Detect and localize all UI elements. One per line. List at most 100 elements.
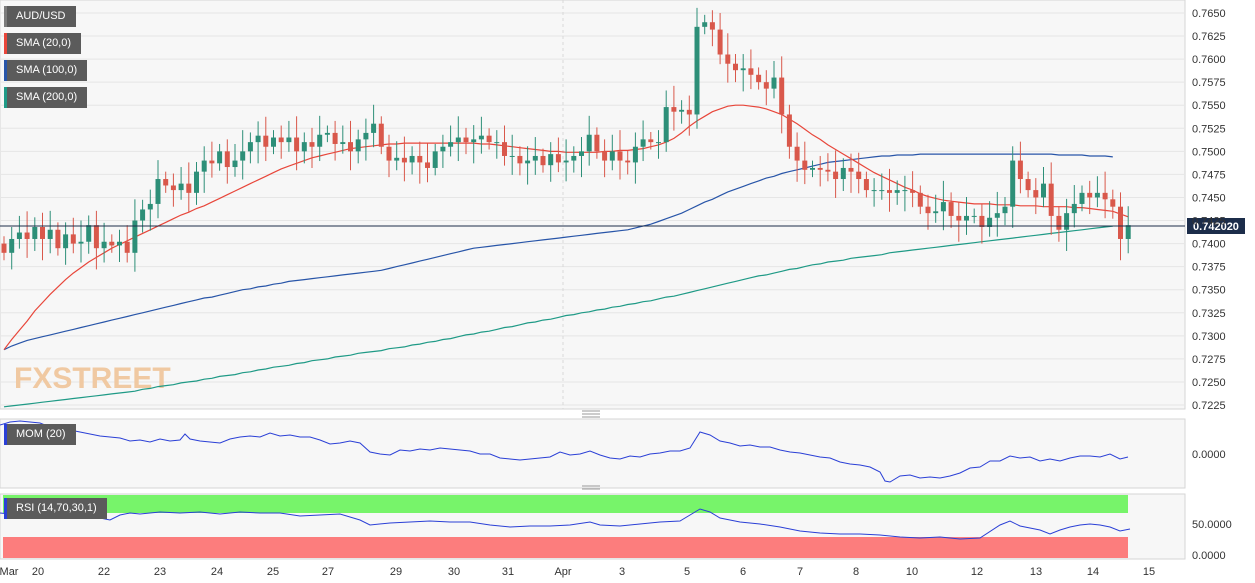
candle [1033, 178, 1039, 215]
mom-line [0, 420, 1129, 483]
y-tick-label: 0.7475 [1192, 169, 1226, 181]
candle [401, 136, 407, 182]
candle [255, 121, 261, 164]
candle [1110, 189, 1116, 219]
candle [132, 199, 138, 272]
x-tick-label: 25 [267, 566, 279, 578]
candle [478, 116, 484, 154]
candle [717, 13, 723, 65]
sma100-legend[interactable]: SMA (100,0) [4, 60, 88, 81]
x-tick-label: 3 [619, 566, 625, 578]
y-tick-label: 0.7550 [1192, 100, 1226, 112]
sma200-legend[interactable]: SMA (200,0) [4, 87, 88, 108]
candle [632, 132, 638, 184]
candle [209, 141, 215, 178]
candle [1, 236, 7, 261]
candle [887, 168, 892, 212]
candle [532, 137, 538, 175]
candle [525, 146, 531, 185]
candle [702, 14, 708, 35]
candle [155, 160, 161, 219]
candle [240, 130, 246, 180]
candle [301, 132, 307, 164]
candle [378, 116, 384, 155]
candle [70, 217, 76, 254]
y-tick-label: 0.7525 [1192, 123, 1226, 135]
candle [948, 192, 954, 228]
candle [32, 217, 38, 251]
candle [748, 49, 754, 90]
candle [756, 67, 762, 90]
x-tick-label: 12 [971, 566, 983, 578]
candle [247, 132, 253, 164]
candle [332, 120, 338, 161]
candle [679, 100, 685, 124]
candle [170, 173, 176, 207]
candle [540, 148, 546, 173]
pane-divider-1[interactable] [582, 410, 600, 418]
candle [794, 132, 800, 182]
mom-label: MOM (20) [16, 428, 66, 440]
candle [78, 220, 84, 263]
candle [463, 127, 469, 155]
y-tick-label: 0.7250 [1192, 377, 1226, 389]
sma200-label: SMA (200,0) [16, 91, 78, 103]
candle [548, 142, 554, 182]
candle [409, 146, 415, 175]
x-tick-label: 30 [448, 566, 460, 578]
y-tick-label: 0.7425 [1192, 216, 1226, 228]
rsi-label: RSI (14,70,30,1) [16, 502, 97, 514]
candle [555, 137, 561, 173]
candle [786, 104, 792, 159]
candle [1025, 171, 1031, 198]
candle [440, 134, 446, 168]
candle [40, 212, 45, 261]
candle [124, 225, 130, 263]
symbol-legend[interactable]: AUD/USD [4, 6, 76, 27]
x-tick-label: 6 [740, 566, 746, 578]
candle [594, 127, 600, 159]
y-tick-label: 0.7500 [1192, 146, 1226, 158]
pane-divider-2[interactable] [582, 485, 600, 490]
mom-legend[interactable]: MOM (20) [4, 424, 76, 445]
candle [471, 125, 477, 164]
candle [1094, 176, 1100, 208]
y-tick-label: 0.7300 [1192, 331, 1226, 343]
candle [994, 191, 1000, 237]
candle [178, 167, 184, 200]
candle [448, 125, 454, 157]
candle [925, 194, 931, 230]
candle [663, 90, 669, 152]
candle [763, 70, 769, 106]
candle [371, 104, 377, 148]
candle [294, 116, 300, 171]
x-tick-label: 23 [154, 566, 166, 578]
candle [1010, 146, 1016, 228]
candle [802, 141, 808, 185]
candle [779, 56, 785, 134]
candle [902, 175, 908, 212]
y-tick-label: 0.7350 [1192, 285, 1226, 297]
rsi-legend[interactable]: RSI (14,70,30,1) [4, 498, 107, 519]
candle [771, 60, 777, 99]
candle [9, 226, 15, 270]
candle [586, 115, 592, 166]
candle [609, 134, 615, 171]
candle [971, 208, 977, 224]
sma20-label: SMA (20,0) [16, 37, 72, 49]
candle [163, 171, 169, 193]
x-tick-label: 22 [98, 566, 110, 578]
candle [317, 115, 323, 162]
last-price-tag: 0.742020 [1187, 218, 1245, 234]
x-tick-label: 29 [390, 566, 402, 578]
candle [109, 234, 115, 253]
x-tick-label: 7 [797, 566, 803, 578]
candle [817, 155, 823, 187]
y-tick-label: 0.7575 [1192, 77, 1226, 89]
sma20-legend[interactable]: SMA (20,0) [4, 33, 82, 54]
mom-panel [0, 418, 1186, 489]
candle [840, 158, 846, 192]
candle [694, 7, 700, 129]
candle [656, 130, 661, 159]
